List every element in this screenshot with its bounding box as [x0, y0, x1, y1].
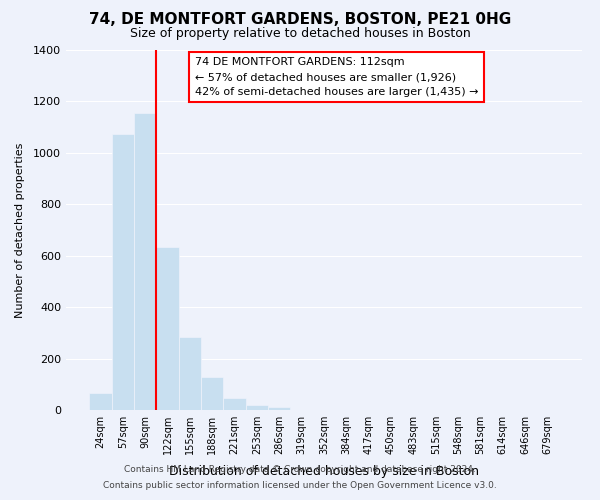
- Bar: [246, 405, 268, 410]
- Bar: [201, 376, 223, 410]
- Bar: [112, 134, 134, 410]
- Bar: [89, 394, 112, 410]
- Y-axis label: Number of detached properties: Number of detached properties: [14, 142, 25, 318]
- Bar: [223, 398, 246, 410]
- Bar: [157, 246, 179, 410]
- Text: Size of property relative to detached houses in Boston: Size of property relative to detached ho…: [130, 28, 470, 40]
- Bar: [179, 336, 201, 410]
- Text: 74 DE MONTFORT GARDENS: 112sqm
← 57% of detached houses are smaller (1,926)
42% : 74 DE MONTFORT GARDENS: 112sqm ← 57% of …: [195, 57, 479, 97]
- Text: Contains HM Land Registry data © Crown copyright and database right 2024.: Contains HM Land Registry data © Crown c…: [124, 466, 476, 474]
- Bar: [134, 113, 157, 410]
- X-axis label: Distribution of detached houses by size in Boston: Distribution of detached houses by size …: [169, 466, 479, 478]
- Bar: [268, 407, 290, 410]
- Text: Contains public sector information licensed under the Open Government Licence v3: Contains public sector information licen…: [103, 480, 497, 490]
- Text: 74, DE MONTFORT GARDENS, BOSTON, PE21 0HG: 74, DE MONTFORT GARDENS, BOSTON, PE21 0H…: [89, 12, 511, 28]
